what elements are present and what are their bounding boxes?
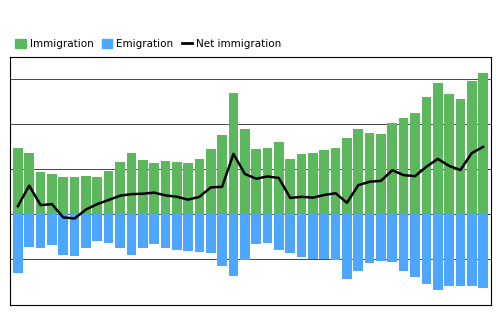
Bar [399, 214, 409, 272]
Bar [206, 149, 216, 214]
Bar [81, 176, 91, 214]
Bar [92, 214, 102, 241]
Bar [138, 214, 147, 248]
Bar [342, 214, 352, 279]
Bar [319, 150, 329, 214]
Bar [194, 159, 204, 214]
Bar [399, 118, 409, 214]
Bar [342, 138, 352, 214]
Bar [47, 174, 57, 214]
Bar [115, 162, 125, 214]
Bar [478, 214, 488, 288]
Bar [138, 160, 147, 214]
Bar [251, 214, 261, 244]
Bar [467, 81, 477, 214]
Bar [161, 161, 170, 214]
Bar [422, 214, 431, 284]
Bar [59, 214, 68, 255]
Bar [433, 214, 442, 290]
Bar [376, 214, 386, 261]
Bar [251, 149, 261, 214]
Bar [365, 214, 374, 263]
Bar [70, 177, 79, 214]
Bar [456, 214, 465, 286]
Bar [319, 214, 329, 259]
Bar [263, 214, 272, 243]
Bar [354, 129, 363, 214]
Bar [229, 93, 238, 214]
Bar [467, 214, 477, 286]
Bar [13, 214, 23, 273]
Bar [456, 99, 465, 214]
Bar [183, 164, 193, 214]
Bar [308, 214, 318, 259]
Bar [376, 134, 386, 214]
Bar [285, 214, 295, 253]
Bar [36, 172, 45, 214]
Bar [126, 153, 136, 214]
Bar [478, 73, 488, 214]
Bar [172, 214, 182, 250]
Bar [433, 83, 442, 214]
Bar [297, 214, 307, 257]
Bar [47, 214, 57, 245]
Bar [161, 214, 170, 248]
Bar [444, 94, 454, 214]
Bar [308, 153, 318, 214]
Bar [410, 214, 420, 277]
Bar [387, 123, 397, 214]
Bar [126, 214, 136, 255]
Bar [183, 214, 193, 251]
Bar [285, 159, 295, 214]
Bar [104, 171, 114, 214]
Legend: Immigration, Emigration, Net immigration: Immigration, Emigration, Net immigration [15, 39, 282, 49]
Bar [240, 129, 249, 214]
Bar [70, 214, 79, 256]
Bar [444, 214, 454, 286]
Bar [115, 214, 125, 248]
Bar [422, 97, 431, 214]
Bar [410, 113, 420, 214]
Bar [263, 148, 272, 214]
Bar [194, 214, 204, 252]
Bar [13, 148, 23, 214]
Bar [229, 214, 238, 276]
Bar [149, 214, 159, 244]
Bar [240, 214, 249, 260]
Bar [59, 177, 68, 214]
Bar [92, 177, 102, 214]
Bar [274, 142, 284, 214]
Bar [172, 161, 182, 214]
Bar [36, 214, 45, 248]
Bar [81, 214, 91, 248]
Bar [217, 136, 227, 214]
Bar [217, 214, 227, 266]
Bar [149, 163, 159, 214]
Bar [331, 214, 340, 260]
Bar [24, 153, 34, 214]
Bar [206, 214, 216, 252]
Bar [297, 154, 307, 214]
Bar [365, 133, 374, 214]
Bar [354, 214, 363, 271]
Bar [387, 214, 397, 262]
Bar [274, 214, 284, 250]
Bar [24, 214, 34, 247]
Bar [104, 214, 114, 243]
Bar [331, 148, 340, 214]
